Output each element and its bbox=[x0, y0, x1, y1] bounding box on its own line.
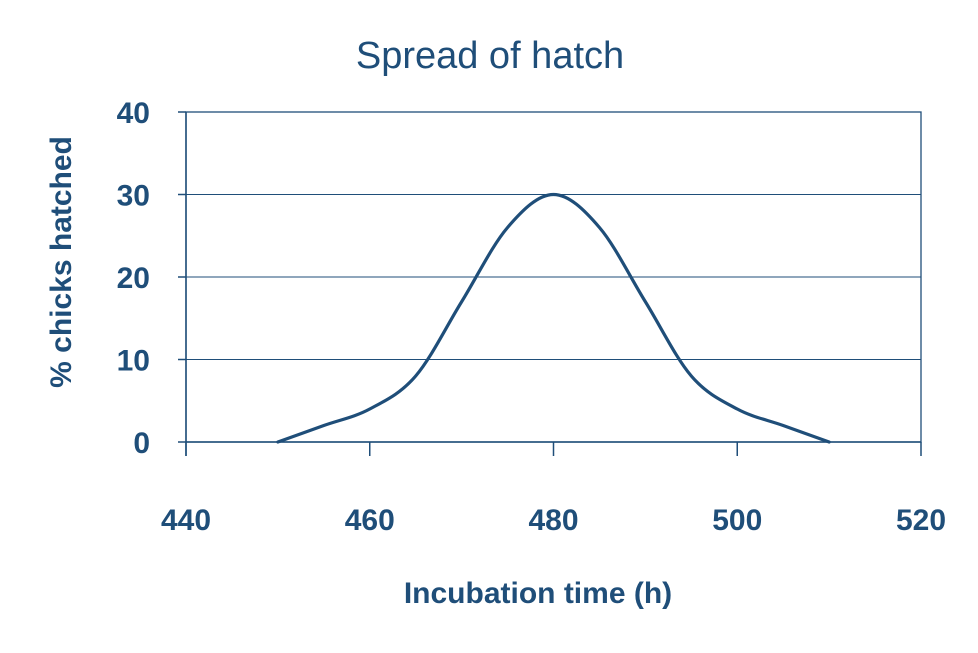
chart-title: Spread of hatch bbox=[356, 35, 624, 77]
y-tick-label-20: 20 bbox=[117, 262, 150, 295]
y-tick-label-30: 30 bbox=[117, 180, 150, 213]
x-tick-label-460: 460 bbox=[345, 504, 395, 537]
x-tick-label-480: 480 bbox=[528, 504, 578, 537]
y-tick-label-0: 0 bbox=[133, 427, 150, 460]
y-tick-label-10: 10 bbox=[117, 345, 150, 378]
y-axis-label: % chicks hatched bbox=[45, 136, 78, 388]
x-tick-label-500: 500 bbox=[712, 504, 762, 537]
grid-lines bbox=[186, 193, 921, 361]
y-tick-labels: 0 10 20 30 40 bbox=[117, 97, 150, 460]
y-tick-label-40: 40 bbox=[117, 97, 150, 130]
x-tick-label-520: 520 bbox=[896, 504, 946, 537]
x-tick-labels: 440 460 480 500 520 bbox=[161, 504, 946, 537]
axis-ticks bbox=[178, 111, 922, 456]
x-axis-label: Incubation time (h) bbox=[404, 577, 672, 610]
series-line-hatch-curve bbox=[276, 192, 831, 444]
x-tick-label-440: 440 bbox=[161, 504, 211, 537]
